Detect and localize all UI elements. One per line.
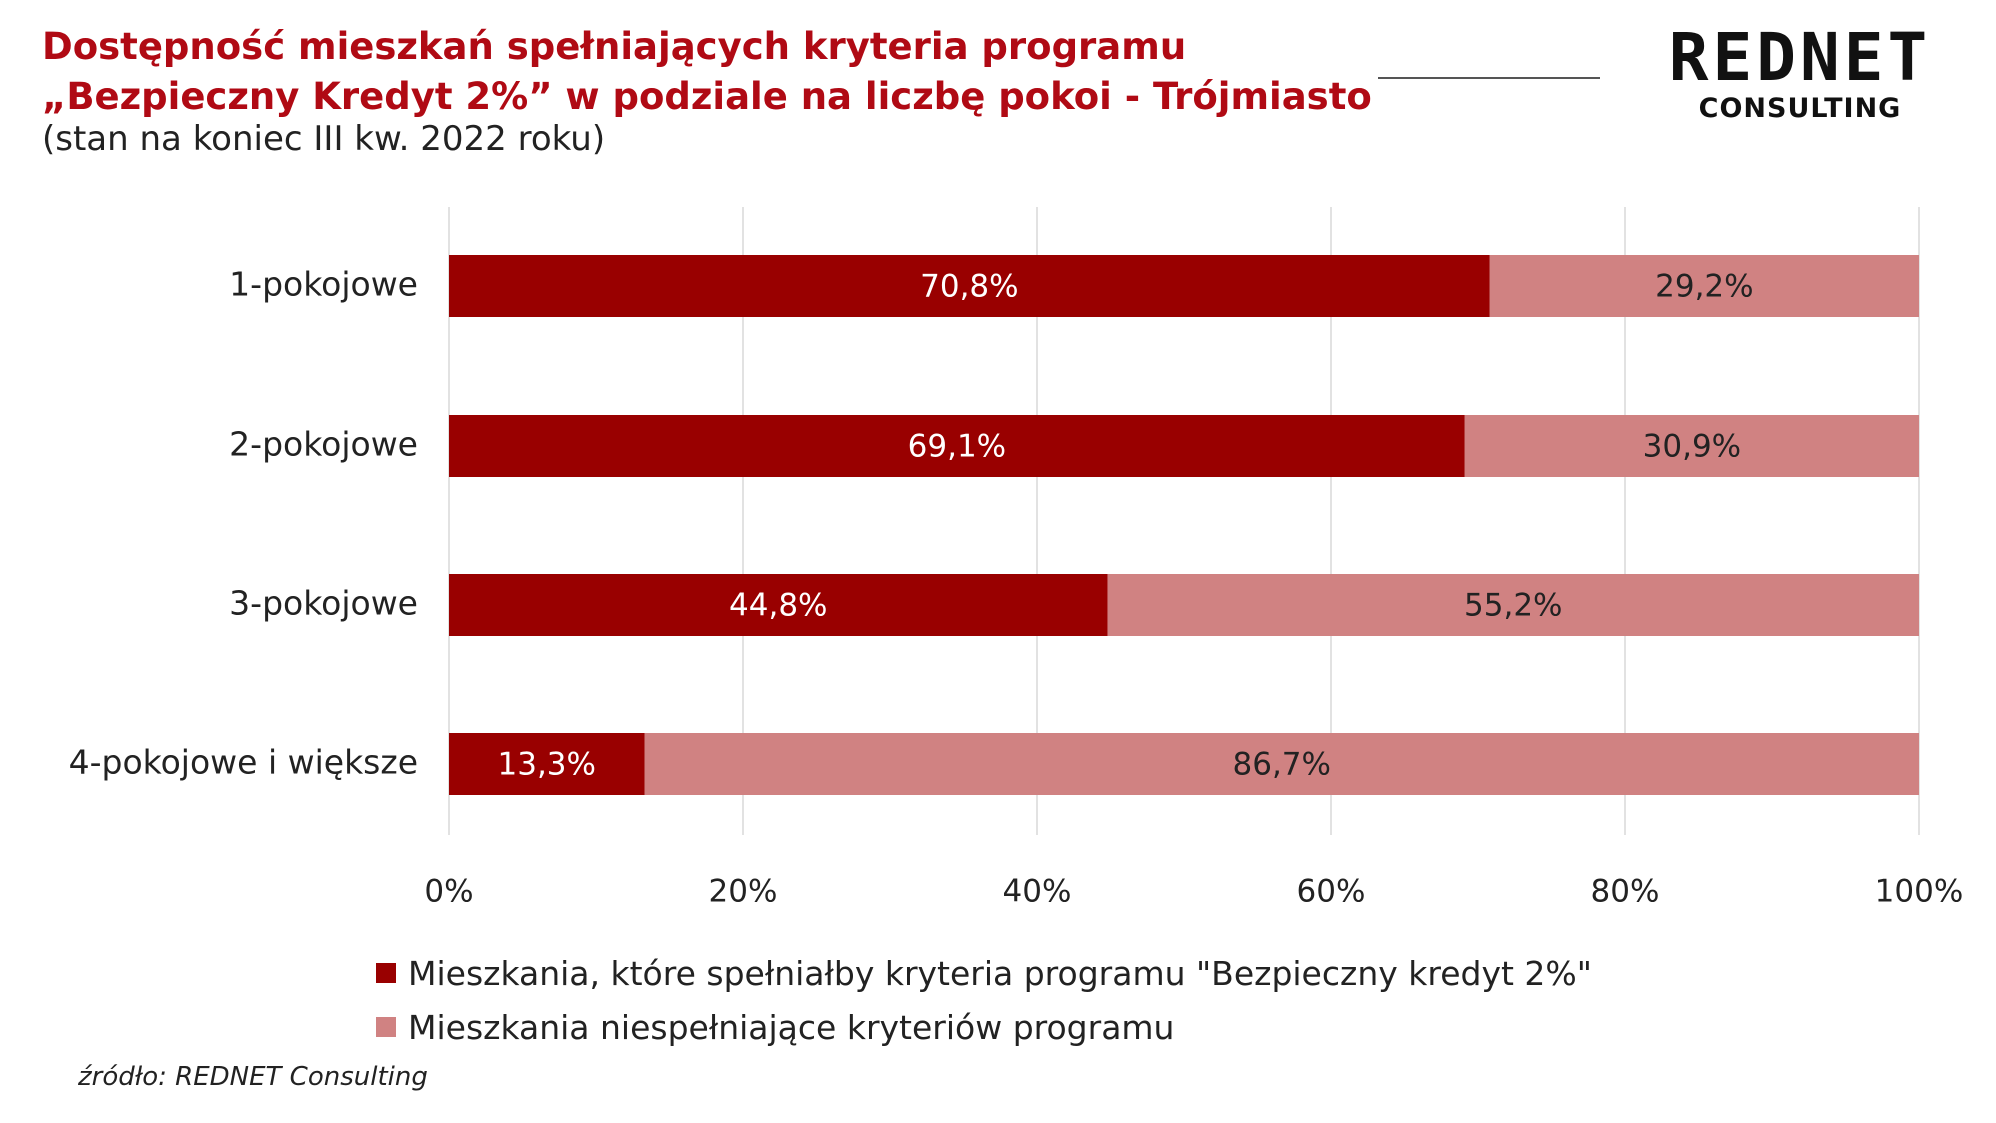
data-label: 70,8%: [920, 269, 1018, 305]
chart-subtitle: (stan na koniec III kw. 2022 roku): [42, 119, 606, 159]
bar-segment-not-meets: [1489, 255, 1919, 317]
x-tick-label: 80%: [1591, 874, 1660, 910]
legend: Mieszkania, które spełniałby kryteria pr…: [376, 946, 1592, 1054]
legend-item-not-meets: Mieszkania niespełniające kryteriów prog…: [376, 1000, 1592, 1054]
x-tick-label: 100%: [1875, 874, 1964, 910]
category-label: 3-pokojowe: [229, 584, 418, 623]
x-tick-label: 20%: [709, 874, 778, 910]
logo-wordmark: REDNET: [1668, 19, 1932, 96]
data-label: 13,3%: [498, 747, 596, 783]
bar-segment-not-meets: [644, 733, 1919, 795]
category-label: 1-pokojowe: [229, 265, 418, 304]
legend-label-meets: Mieszkania, które spełniałby kryteria pr…: [408, 953, 1592, 993]
bar-segment-not-meets: [1464, 415, 1919, 477]
data-label: 29,2%: [1655, 269, 1753, 305]
data-label: 44,8%: [729, 588, 827, 624]
legend-label-not-meets: Mieszkania niespełniające kryteriów prog…: [408, 1007, 1175, 1047]
legend-swatch-not-meets: [376, 1017, 396, 1037]
data-label: 86,7%: [1233, 747, 1331, 783]
x-tick-label: 0%: [424, 874, 473, 910]
category-label: 2-pokojowe: [229, 425, 418, 464]
bar-segment-meets: [449, 415, 1465, 477]
legend-item-meets: Mieszkania, które spełniałby kryteria pr…: [376, 946, 1592, 1000]
category-label: 4-pokojowe i większe: [69, 743, 418, 782]
data-label: 69,1%: [908, 429, 1006, 465]
legend-swatch-meets: [376, 963, 396, 983]
rednet-logo: REDNET CONSULTING: [1630, 22, 1970, 124]
bar-segment-not-meets: [1107, 574, 1919, 636]
x-tick-label: 60%: [1297, 874, 1366, 910]
logo-subtext: CONSULTING: [1698, 93, 1902, 124]
logo-divider-line: [1378, 77, 1600, 79]
bar-segment-meets: [449, 255, 1490, 317]
source-note: źródło: REDNET Consulting: [78, 1062, 428, 1092]
bar-segment-meets: [449, 733, 645, 795]
data-label: 55,2%: [1464, 588, 1562, 624]
data-label: 30,9%: [1643, 429, 1741, 465]
x-tick-label: 40%: [1003, 874, 1072, 910]
chart-title: Dostępność mieszkań spełniających kryter…: [42, 25, 1372, 118]
bar-segment-meets: [449, 574, 1108, 636]
